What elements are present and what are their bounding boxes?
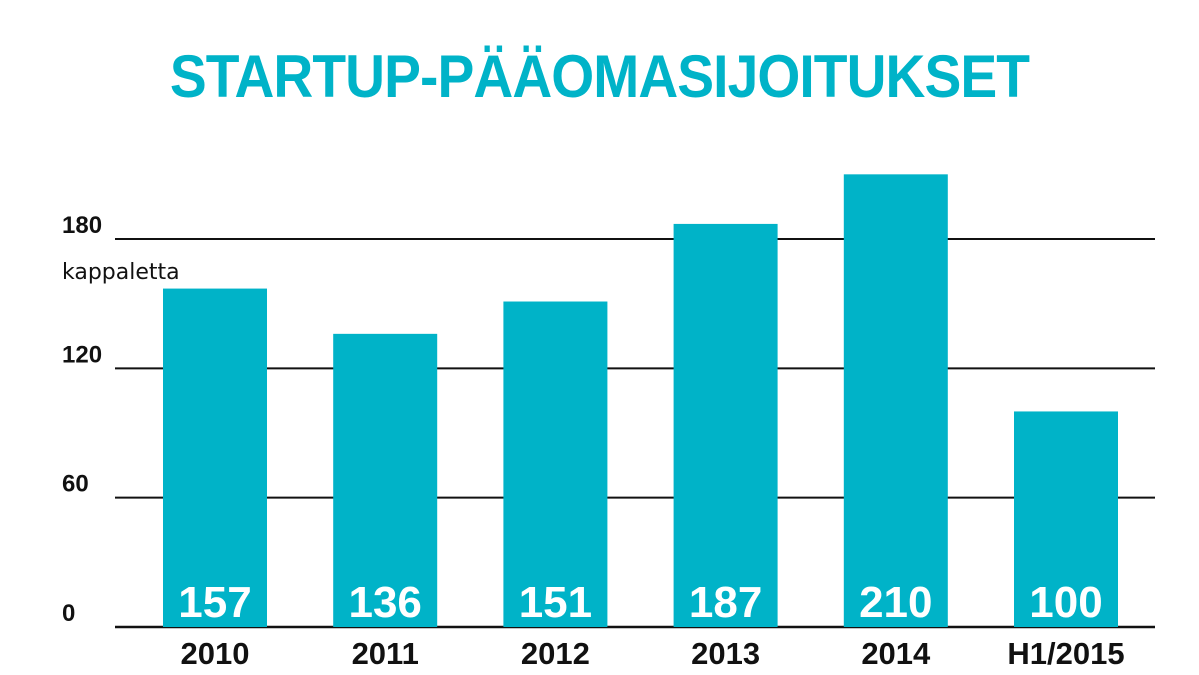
y-tick-label: 180 <box>62 212 102 239</box>
grid-lines <box>115 238 1155 629</box>
y-tick-label: 0 <box>62 600 75 627</box>
bar-value-label: 157 <box>178 578 251 627</box>
x-category-label: H1/2015 <box>1007 636 1124 671</box>
value-labels: 157 136 151 187 210 100 <box>178 578 1102 627</box>
y-tick-label: 60 <box>62 471 89 498</box>
x-category-label: 2014 <box>861 636 931 671</box>
bar <box>163 288 267 627</box>
bar <box>503 301 608 627</box>
x-category-label: 2011 <box>352 636 419 671</box>
x-category-label: 2013 <box>691 636 760 671</box>
bar-value-label: 210 <box>859 578 932 627</box>
bar-value-label: 151 <box>519 578 592 627</box>
x-category-labels: 2010 2011 2012 2013 2014 H1/2015 <box>181 636 1125 671</box>
chart-title: STARTUP-PÄÄOMASIJOITUKSET <box>169 43 1030 110</box>
bar-value-label: 100 <box>1029 578 1102 627</box>
bar <box>843 174 948 628</box>
x-category-label: 2012 <box>521 636 590 671</box>
y-unit-label: kappaletta <box>62 260 180 285</box>
bar-value-label: 136 <box>348 578 421 627</box>
y-tick-label: 120 <box>62 341 102 368</box>
y-tick-labels: 0 60 120 180 <box>62 212 102 627</box>
bars <box>163 174 1118 628</box>
bar-value-label: 187 <box>689 578 762 627</box>
bar <box>333 333 438 627</box>
bar <box>1014 411 1118 627</box>
x-category-label: 2010 <box>181 636 250 671</box>
bar <box>673 223 778 627</box>
